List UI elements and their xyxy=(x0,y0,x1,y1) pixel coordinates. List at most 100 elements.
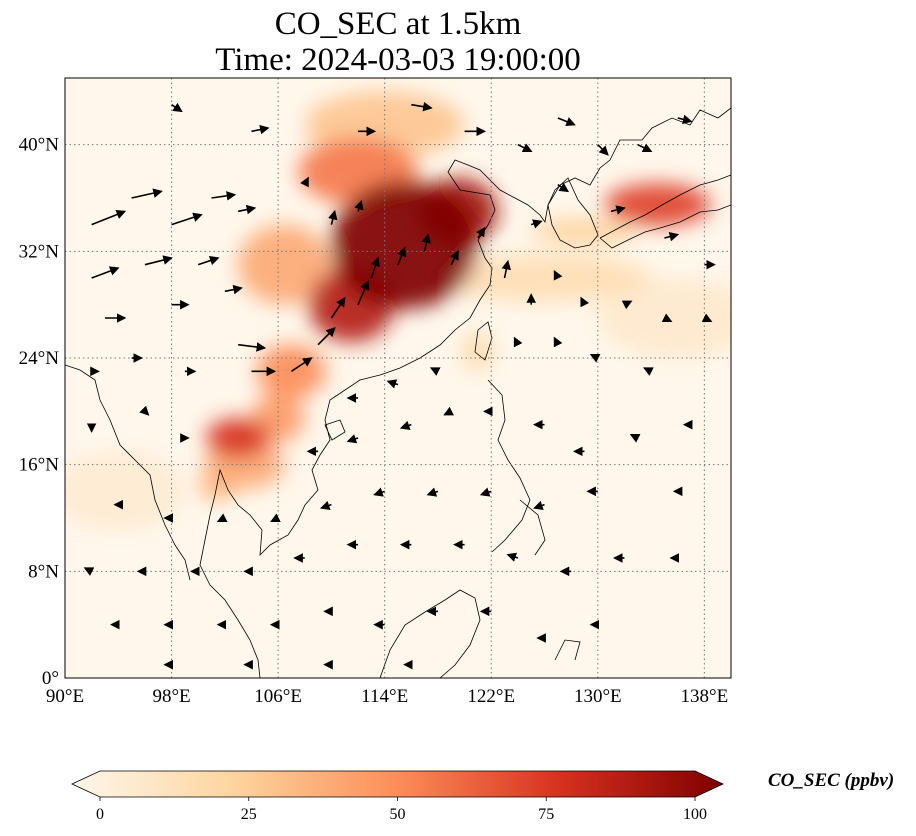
wind-arrow xyxy=(621,300,633,310)
coastline-korea xyxy=(547,177,599,249)
map-plot-area xyxy=(64,77,732,679)
colorbar-tick-label: 75 xyxy=(538,806,554,823)
coastline-japan xyxy=(599,174,731,249)
colorbar-label: CO_SEC (ppbv) xyxy=(768,770,895,791)
coastline-philippines xyxy=(487,379,546,556)
lon-tick-label: 98°E xyxy=(152,686,190,707)
lon-tick-label: 122°E xyxy=(467,686,515,707)
lon-tick-label: 90°E xyxy=(46,686,84,707)
colorbar-tick-label: 25 xyxy=(241,806,257,823)
wind-arrow xyxy=(330,296,346,319)
wind-arrow xyxy=(139,405,150,416)
wind-arrow xyxy=(328,209,338,225)
colorbar-tick-label: 100 xyxy=(683,806,707,823)
wind-arrow xyxy=(216,513,228,523)
chart-subtitle: Time: 2024-03-03 19:00:00 xyxy=(215,42,581,78)
chart-title: CO_SEC at 1.5km xyxy=(274,6,522,42)
wind-arrow xyxy=(91,266,120,279)
wind-arrow xyxy=(476,226,486,239)
lat-tick-label: 32°N xyxy=(19,241,60,262)
wind-arrow xyxy=(171,102,183,113)
wind-arrow xyxy=(533,500,545,510)
plume-sichuan xyxy=(238,224,332,305)
wind-arrow xyxy=(238,204,257,215)
wind-arrow xyxy=(557,117,576,127)
wind-arrow xyxy=(701,313,713,323)
wind-arrow xyxy=(131,188,163,199)
wind-arrow xyxy=(197,256,220,266)
wind-arrow xyxy=(397,246,407,265)
wind-arrow xyxy=(530,219,543,229)
wind-arrow xyxy=(450,250,459,266)
coastlines xyxy=(65,107,731,678)
wind-arrow xyxy=(211,191,237,201)
wind-arrow xyxy=(677,114,693,125)
wind-arrow xyxy=(553,269,563,281)
colorbar-ticks: 0 25 50 75 100 xyxy=(96,797,707,823)
wind-arrow xyxy=(479,487,492,497)
wind-arrow xyxy=(251,124,270,135)
wind-arrow xyxy=(661,313,673,323)
wind-arrow xyxy=(411,101,433,112)
wind-arrow xyxy=(637,143,653,152)
wind-arrow xyxy=(354,199,364,212)
wind-arrow xyxy=(557,182,570,193)
lat-tick-label: 8°N xyxy=(28,561,59,582)
coastline-borneo xyxy=(379,589,481,678)
plume-north-china-core xyxy=(331,180,478,309)
wind-arrow xyxy=(399,420,412,430)
plume-korea-strait xyxy=(531,218,638,245)
wind-arrow xyxy=(171,212,203,226)
wind-arrow xyxy=(517,143,533,152)
wind-arrow xyxy=(506,552,519,562)
wind-arrow xyxy=(610,205,626,215)
wind-arrow xyxy=(270,513,281,523)
wind-arrow xyxy=(319,500,332,510)
longitude-axis: 90°E 98°E 106°E 114°E 122°E 130°E 138°E xyxy=(46,686,728,707)
wind-arrow xyxy=(664,231,680,242)
wind-arrow xyxy=(373,487,385,497)
plume-taiwan xyxy=(461,331,494,372)
wind-arrow xyxy=(317,327,336,346)
colorbar-gradient xyxy=(71,770,724,798)
wind-arrow xyxy=(91,209,127,226)
wind-arrow xyxy=(629,433,641,443)
wind-arrow xyxy=(83,567,95,576)
wind-arrow xyxy=(443,406,454,416)
colorbar: 0 25 50 75 100 xyxy=(71,770,724,823)
wind-arrow xyxy=(643,367,654,376)
coastline-india-myanmar xyxy=(65,364,191,581)
wind-arrow xyxy=(386,379,399,389)
map-frame xyxy=(64,77,732,679)
coastline-east-asia xyxy=(199,107,731,678)
coastline-taiwan xyxy=(474,321,493,361)
wind-arrow xyxy=(553,336,563,348)
wind-arrow xyxy=(580,296,590,308)
wind-arrow xyxy=(429,367,441,376)
wind-arrow xyxy=(300,176,309,188)
wind-vectors xyxy=(83,101,716,670)
wind-arrow xyxy=(144,255,173,266)
lat-tick-label: 24°N xyxy=(19,348,60,369)
lat-tick-label: 40°N xyxy=(19,135,60,156)
lat-tick-label: 16°N xyxy=(19,455,60,476)
wind-arrow xyxy=(513,336,523,348)
wind-arrow xyxy=(421,233,432,252)
lon-tick-label: 130°E xyxy=(574,686,622,707)
lon-tick-label: 106°E xyxy=(254,686,302,707)
wind-arrow xyxy=(597,144,609,156)
wind-arrow xyxy=(501,259,511,279)
lat-tick-label: 0° xyxy=(42,668,59,689)
colorbar-tick-label: 0 xyxy=(96,806,104,823)
wind-arrow xyxy=(346,434,359,444)
plume-northern-laos xyxy=(206,418,271,458)
colorbar-tick-label: 50 xyxy=(390,806,406,823)
wind-arrow xyxy=(589,353,601,363)
wind-arrow xyxy=(357,280,370,305)
lon-tick-label: 138°E xyxy=(681,686,729,707)
plume-japan xyxy=(604,183,712,227)
wind-arrow xyxy=(238,342,267,352)
lon-tick-label: 114°E xyxy=(361,686,408,707)
coastline-hainan xyxy=(324,419,346,441)
